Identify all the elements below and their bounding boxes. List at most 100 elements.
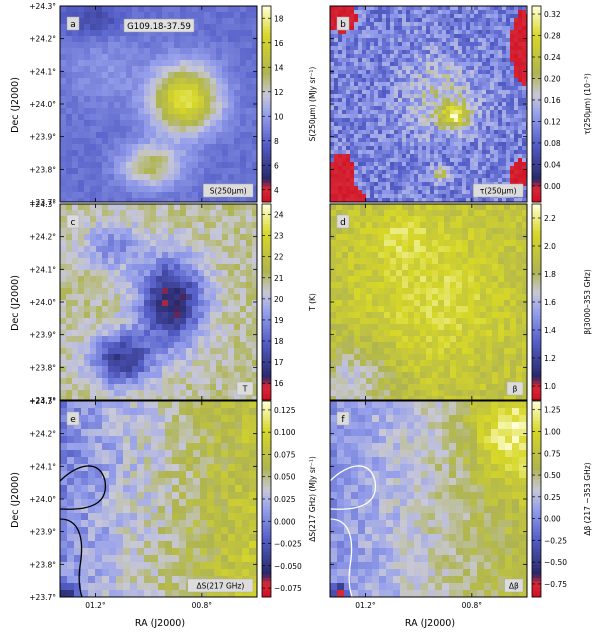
heatmap-cell: [446, 62, 451, 67]
heatmap-cell: [394, 138, 399, 143]
heatmap-cell: [462, 142, 467, 147]
heatmap-cell: [370, 62, 375, 67]
heatmap-cell: [402, 146, 407, 151]
heatmap-cell: [144, 270, 151, 277]
heatmap-cell: [522, 70, 527, 75]
heatmap-cell: [442, 94, 447, 99]
heatmap-cell: [510, 98, 515, 103]
heatmap-cell: [330, 146, 335, 151]
heatmap-cell: [132, 312, 139, 319]
heatmap-cell: [494, 114, 499, 119]
heatmap-cell: [138, 42, 145, 49]
heatmap-cell: [450, 110, 455, 115]
heatmap-cell: [350, 102, 355, 107]
heatmap-cell: [402, 138, 407, 143]
heatmap-cell: [66, 174, 73, 181]
heatmap-cell: [382, 26, 387, 31]
heatmap-cell: [234, 102, 241, 109]
heatmap-cell: [234, 342, 241, 349]
heatmap-cell: [414, 246, 421, 253]
heatmap-cell: [342, 50, 347, 55]
heatmap-cell: [514, 174, 519, 179]
heatmap-cell: [426, 30, 431, 35]
heatmap-cell: [514, 118, 519, 123]
heatmap-cell: [426, 14, 431, 19]
heatmap-cell: [246, 12, 253, 19]
heatmap-cell: [510, 210, 517, 217]
heatmap-cell: [370, 142, 375, 147]
heatmap-cell: [132, 360, 139, 367]
heatmap-cell: [366, 74, 371, 79]
heatmap-cell: [222, 348, 229, 355]
heatmap-cell: [60, 144, 67, 151]
heatmap-cell: [90, 54, 97, 61]
heatmap-cell: [216, 174, 223, 181]
heatmap-cell: [90, 318, 97, 325]
heatmap-cell: [414, 114, 419, 119]
heatmap-cell: [78, 42, 85, 49]
heatmap-cell: [138, 36, 145, 43]
heatmap-cell: [174, 276, 181, 283]
heatmap-cell: [446, 146, 451, 151]
heatmap-cell: [402, 118, 407, 123]
heatmap-cell: [72, 6, 79, 13]
heatmap-cell: [120, 342, 127, 349]
heatmap-cell: [434, 134, 439, 139]
heatmap-cell: [394, 182, 399, 187]
heatmap-cell: [474, 198, 479, 202]
heatmap-cell: [84, 372, 91, 379]
heatmap-cell: [426, 222, 433, 229]
heatmap-cell: [426, 38, 431, 43]
heatmap-cell: [78, 390, 85, 397]
heatmap-cell: [430, 194, 435, 199]
heatmap-cell: [246, 72, 253, 79]
heatmap-cell: [422, 190, 427, 195]
heatmap-cell: [228, 42, 235, 49]
heatmap-cell: [216, 108, 223, 115]
heatmap-cell: [174, 42, 181, 49]
heatmap-cell: [450, 240, 457, 247]
heatmap-cell: [156, 174, 163, 181]
heatmap-cell: [330, 86, 335, 91]
heatmap-cell: [358, 178, 363, 183]
heatmap-cell: [358, 150, 363, 155]
heatmap-cell: [216, 36, 223, 43]
heatmap-cell: [90, 96, 97, 103]
heatmap-cell: [426, 154, 431, 159]
heatmap-cell: [96, 336, 103, 343]
heatmap-cell: [486, 98, 491, 103]
heatmap-cell: [506, 42, 511, 47]
heatmap-cell: [180, 48, 187, 55]
heatmap-cell: [470, 102, 475, 107]
heatmap-cell: [458, 178, 463, 183]
heatmap-cell: [240, 72, 247, 79]
heatmap-cell: [108, 180, 115, 187]
heatmap-cell: [518, 130, 523, 135]
heatmap-cell: [84, 138, 91, 145]
heatmap-cell: [84, 378, 91, 385]
heatmap-cell: [102, 312, 109, 319]
heatmap-cell: [358, 86, 363, 91]
heatmap-cell: [454, 146, 459, 151]
heatmap-cell: [132, 150, 139, 157]
heatmap-cell: [374, 42, 379, 47]
heatmap-cell: [204, 234, 211, 241]
heatmap-cell: [168, 312, 175, 319]
heatmap-cell: [502, 26, 507, 31]
heatmap-cell: [482, 42, 487, 47]
heatmap-cell: [514, 42, 519, 47]
heatmap-cell: [410, 98, 415, 103]
heatmap-cell: [138, 258, 145, 265]
heatmap-cell: [482, 86, 487, 91]
heatmap-cell: [210, 156, 217, 163]
heatmap-cell: [462, 170, 467, 175]
heatmap-cell: [180, 168, 187, 175]
heatmap-cell: [186, 264, 193, 271]
heatmap-cell: [442, 166, 447, 171]
heatmap-cell: [398, 198, 403, 202]
heatmap-cell: [84, 222, 91, 229]
heatmap-cell: [246, 306, 253, 313]
heatmap-cell: [174, 354, 181, 361]
heatmap-cell: [378, 252, 385, 259]
heatmap-cell: [382, 138, 387, 143]
